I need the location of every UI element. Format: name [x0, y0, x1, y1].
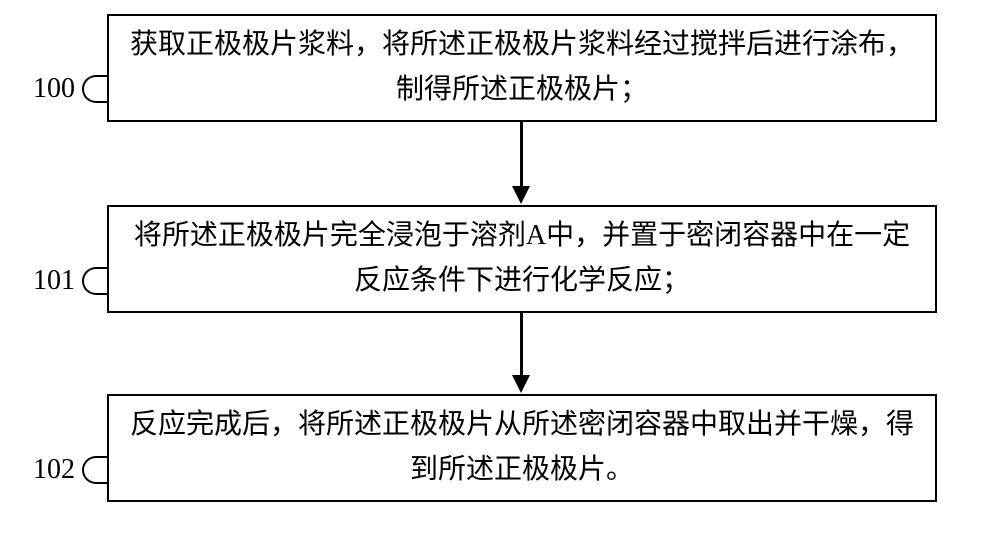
flowchart-node-100-text: 获取正极极片浆料，将所述正极极片浆料经过搅拌后进行涂布，制得所述正极极片； [129, 23, 915, 113]
flowchart-node-101-text: 将所述正极极片完全浸泡于溶剂A中，并置于密闭容器中在一定反应条件下进行化学反应； [129, 214, 915, 304]
flowchart-node-100: 获取正极极片浆料，将所述正极极片浆料经过搅拌后进行涂布，制得所述正极极片； [107, 14, 937, 122]
step-label-102-text: 102 [33, 454, 75, 485]
step-label-100-text: 100 [33, 73, 75, 104]
edge-100-101-head [512, 186, 530, 204]
label-connector-100 [82, 75, 110, 103]
flowchart-node-102: 反应完成后，将所述正极极片从所述密闭容器中取出并干燥，得到所述正极极片。 [107, 394, 937, 502]
step-label-101-text: 101 [33, 265, 75, 296]
step-label-101: 101 [33, 265, 75, 297]
flowchart-node-102-text: 反应完成后，将所述正极极片从所述密闭容器中取出并干燥，得到所述正极极片。 [129, 403, 915, 493]
flowchart-node-101: 将所述正极极片完全浸泡于溶剂A中，并置于密闭容器中在一定反应条件下进行化学反应； [107, 205, 937, 313]
edge-101-102-head [512, 375, 530, 393]
step-label-100: 100 [33, 73, 75, 105]
flowchart-canvas: 100 获取正极极片浆料，将所述正极极片浆料经过搅拌后进行涂布，制得所述正极极片… [0, 0, 1000, 546]
label-connector-101 [82, 267, 110, 295]
step-label-102: 102 [33, 454, 75, 486]
label-connector-102 [82, 456, 110, 484]
edge-101-102-line [520, 313, 523, 377]
edge-100-101-line [520, 122, 523, 188]
